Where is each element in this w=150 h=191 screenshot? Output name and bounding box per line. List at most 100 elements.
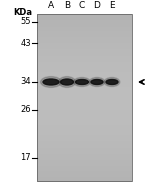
Bar	[37, 121, 132, 123]
Ellipse shape	[60, 79, 74, 85]
Bar	[37, 125, 132, 127]
Bar	[37, 37, 132, 40]
Bar	[37, 72, 132, 75]
Bar	[37, 24, 132, 27]
Bar	[37, 47, 132, 50]
Bar	[37, 158, 132, 161]
Bar	[37, 60, 132, 62]
Bar	[37, 20, 132, 23]
Bar	[37, 41, 132, 44]
Bar	[37, 45, 132, 48]
Bar	[37, 137, 132, 140]
Bar	[37, 133, 132, 136]
Bar	[37, 106, 132, 108]
Bar	[37, 66, 132, 69]
Ellipse shape	[91, 79, 103, 84]
Bar	[37, 166, 132, 169]
Text: A: A	[48, 1, 54, 10]
Bar	[37, 83, 132, 86]
Ellipse shape	[58, 77, 75, 87]
Bar	[37, 108, 132, 111]
Bar	[37, 173, 132, 175]
Bar	[37, 110, 132, 113]
Bar	[37, 112, 132, 115]
Bar	[37, 89, 132, 92]
Bar	[37, 150, 132, 152]
Text: C: C	[79, 1, 85, 10]
Bar	[37, 14, 132, 181]
Text: 34: 34	[20, 78, 31, 87]
Bar	[37, 146, 132, 148]
Bar	[37, 81, 132, 83]
Bar	[37, 139, 132, 142]
Bar	[37, 152, 132, 154]
Bar	[37, 68, 132, 71]
Bar	[37, 22, 132, 25]
Ellipse shape	[74, 78, 90, 87]
Bar	[37, 33, 132, 35]
Bar	[37, 154, 132, 156]
Bar	[37, 148, 132, 150]
Text: 17: 17	[20, 154, 31, 163]
Ellipse shape	[43, 79, 59, 85]
Bar	[37, 56, 132, 58]
Text: 43: 43	[20, 39, 31, 48]
Bar	[37, 141, 132, 144]
Bar	[37, 93, 132, 96]
Text: 26: 26	[20, 105, 31, 114]
Bar	[37, 127, 132, 129]
Bar	[37, 100, 132, 102]
Bar	[37, 177, 132, 179]
Bar	[37, 171, 132, 173]
Bar	[37, 129, 132, 131]
Bar	[37, 175, 132, 177]
Bar	[37, 116, 132, 119]
Bar	[37, 70, 132, 73]
Bar	[37, 14, 132, 17]
Bar	[37, 114, 132, 117]
Bar	[37, 162, 132, 165]
Bar	[37, 58, 132, 60]
Bar	[37, 135, 132, 138]
Bar	[37, 118, 132, 121]
Bar	[37, 97, 132, 100]
Ellipse shape	[41, 77, 61, 87]
Bar	[37, 79, 132, 81]
Bar	[37, 49, 132, 52]
Bar	[37, 164, 132, 167]
Ellipse shape	[89, 78, 105, 87]
Bar	[37, 91, 132, 94]
Bar	[37, 35, 132, 37]
Bar	[37, 179, 132, 181]
Bar	[37, 143, 132, 146]
Bar	[37, 74, 132, 77]
Text: 55: 55	[21, 18, 31, 27]
Bar	[37, 77, 132, 79]
Bar	[37, 27, 132, 29]
Text: KDa: KDa	[13, 8, 32, 17]
Bar	[37, 52, 132, 54]
Text: D: D	[94, 1, 100, 10]
Ellipse shape	[104, 78, 120, 87]
Bar	[37, 102, 132, 104]
Bar	[37, 54, 132, 56]
Bar	[37, 39, 132, 42]
Bar	[37, 104, 132, 106]
Bar	[37, 31, 132, 33]
Bar	[37, 16, 132, 19]
Bar	[37, 160, 132, 163]
Bar	[37, 18, 132, 21]
Bar	[37, 156, 132, 159]
Bar	[37, 64, 132, 67]
Bar	[37, 43, 132, 46]
Bar	[37, 131, 132, 134]
Text: B: B	[64, 1, 70, 10]
Ellipse shape	[75, 79, 88, 84]
Bar	[37, 29, 132, 31]
Bar	[37, 62, 132, 65]
Bar	[37, 96, 132, 98]
Text: E: E	[109, 1, 115, 10]
Bar	[37, 123, 132, 125]
Bar	[37, 85, 132, 87]
Ellipse shape	[106, 79, 118, 84]
